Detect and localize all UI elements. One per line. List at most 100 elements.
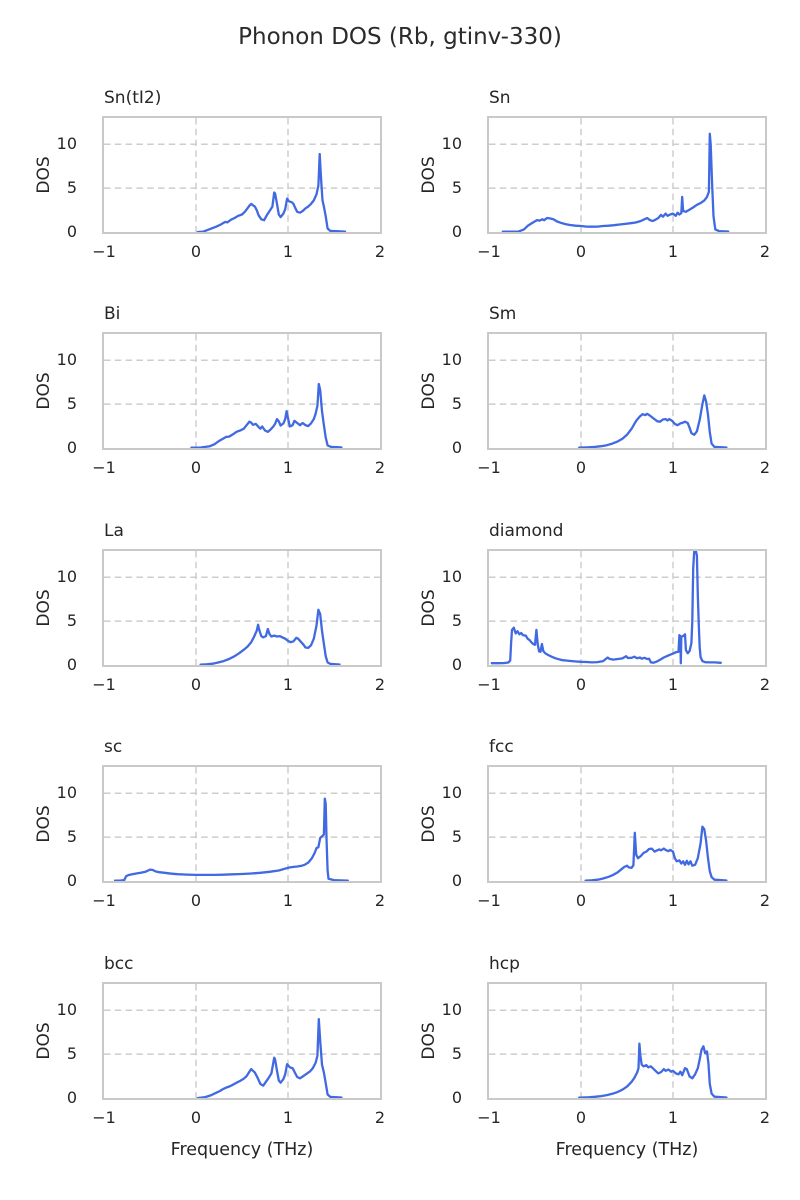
x-tick-label: −1 <box>92 891 116 910</box>
subplot-canvas <box>489 118 765 232</box>
y-tick-label: 10 <box>441 350 462 370</box>
subplot-canvas <box>104 334 380 448</box>
subplot-title: sc <box>104 737 123 757</box>
x-tick-label: 2 <box>374 458 386 477</box>
y-tick-label: 5 <box>66 827 77 847</box>
x-tick-label: 0 <box>190 242 202 261</box>
y-tick-label: 5 <box>66 178 77 198</box>
dos-curve <box>578 1042 728 1098</box>
x-tick-label: 0 <box>190 891 202 910</box>
y-tick-label: 10 <box>56 783 77 803</box>
subplot-canvas <box>104 767 380 881</box>
gridlines <box>489 118 765 232</box>
subplot-canvas <box>489 551 765 665</box>
subplot-title: bcc <box>104 954 134 974</box>
x-tick-label: −1 <box>92 675 116 694</box>
x-axis-label: Frequency (THz) <box>555 1140 699 1160</box>
x-tick-label: −1 <box>477 1108 501 1127</box>
gridlines <box>489 551 765 665</box>
y-tick-label: 5 <box>66 1044 77 1064</box>
subplot-title: Sn <box>489 88 511 108</box>
gridlines <box>489 767 765 881</box>
dos-curve <box>584 825 728 881</box>
y-tick-label: 0 <box>66 222 77 241</box>
y-tick-label: 10 <box>56 134 77 154</box>
dos-curve <box>113 797 349 881</box>
x-tick-label: −1 <box>477 891 501 910</box>
dos-curve <box>196 152 347 232</box>
x-tick-label: −1 <box>92 1108 116 1127</box>
x-tick-label: 1 <box>282 458 294 477</box>
y-tick-label: 5 <box>451 178 462 198</box>
subplot-title: diamond <box>489 521 564 541</box>
x-tick-label: 2 <box>759 242 771 261</box>
y-tick-label: 10 <box>441 783 462 803</box>
x-tick-label: 2 <box>374 891 386 910</box>
x-tick-label: 2 <box>759 1108 771 1127</box>
y-tick-label: 5 <box>66 394 77 414</box>
y-tick-label: 0 <box>451 1088 462 1107</box>
y-tick-label: 0 <box>66 1088 77 1107</box>
x-tick-label: −1 <box>477 242 501 261</box>
subplot-canvas <box>489 334 765 448</box>
gridlines <box>104 984 380 1098</box>
x-tick-label: 0 <box>575 1108 587 1127</box>
y-tick-label: 10 <box>56 350 77 370</box>
gridlines <box>104 334 380 448</box>
y-tick-label: 5 <box>451 394 462 414</box>
y-tick-label: 0 <box>451 655 462 674</box>
y-tick-label: 5 <box>451 611 462 631</box>
x-tick-label: 1 <box>667 242 679 261</box>
x-tick-label: 1 <box>667 675 679 694</box>
x-tick-label: 2 <box>759 458 771 477</box>
dos-curve <box>501 132 730 232</box>
y-tick-label: 5 <box>451 827 462 847</box>
x-tick-label: 1 <box>282 891 294 910</box>
dos-curve <box>490 551 722 665</box>
y-tick-label: 0 <box>66 655 77 674</box>
x-tick-label: 2 <box>374 1108 386 1127</box>
x-tick-label: 1 <box>282 242 294 261</box>
y-tick-label: 5 <box>451 1044 462 1064</box>
x-tick-label: 1 <box>667 458 679 477</box>
subplot-canvas <box>104 551 380 665</box>
gridlines <box>104 118 380 232</box>
gridlines <box>104 767 380 881</box>
x-tick-label: 0 <box>575 242 587 261</box>
dos-curve <box>190 382 343 448</box>
gridlines <box>489 984 765 1098</box>
x-tick-label: 1 <box>667 891 679 910</box>
dos-curve <box>199 608 341 665</box>
y-tick-label: 10 <box>441 567 462 587</box>
gridlines <box>489 334 765 448</box>
x-tick-label: 0 <box>575 891 587 910</box>
x-tick-label: −1 <box>92 242 116 261</box>
y-tick-label: 0 <box>451 222 462 241</box>
gridlines <box>104 551 380 665</box>
x-tick-label: 0 <box>190 675 202 694</box>
x-tick-label: −1 <box>92 458 116 477</box>
y-tick-label: 0 <box>66 871 77 890</box>
x-tick-label: 0 <box>190 1108 202 1127</box>
subplot-canvas <box>489 984 765 1098</box>
y-tick-label: 0 <box>451 871 462 890</box>
y-tick-label: 10 <box>56 567 77 587</box>
subplot-title: fcc <box>489 737 514 757</box>
x-tick-label: 2 <box>759 675 771 694</box>
y-tick-label: 10 <box>441 134 462 154</box>
x-tick-label: 1 <box>282 675 294 694</box>
subplot-canvas <box>104 984 380 1098</box>
x-tick-label: 1 <box>282 1108 294 1127</box>
subplot-title: La <box>104 521 124 541</box>
y-tick-label: 10 <box>56 1000 77 1020</box>
subplot-title: Sn(tI2) <box>104 88 162 108</box>
subplot-canvas <box>489 767 765 881</box>
subplot-title: hcp <box>489 954 520 974</box>
x-tick-label: −1 <box>477 675 501 694</box>
dos-curve <box>578 394 728 448</box>
subplot-title: Sm <box>489 304 517 324</box>
y-tick-label: 10 <box>441 1000 462 1020</box>
subplot-title: Bi <box>104 304 121 324</box>
x-tick-label: 2 <box>759 891 771 910</box>
